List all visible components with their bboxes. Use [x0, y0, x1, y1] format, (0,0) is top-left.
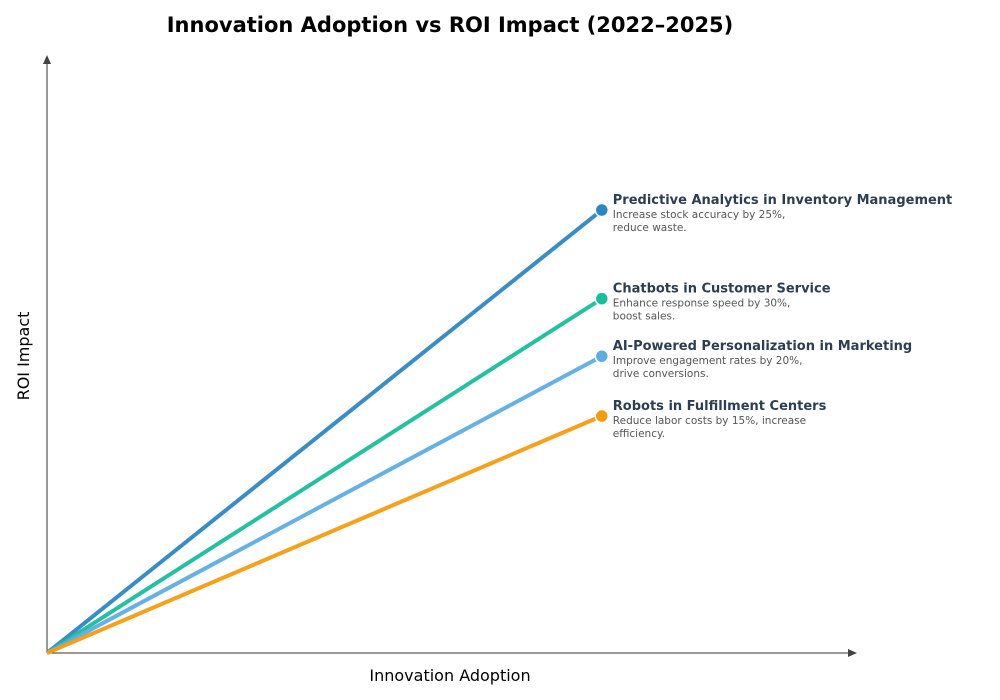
y-axis-arrow-icon	[43, 55, 51, 64]
series-description: Improve engagement rates by 20%,	[613, 355, 803, 367]
series-description: Increase stock accuracy by 25%,	[613, 209, 786, 221]
series-line	[45, 208, 604, 655]
series-description: drive conversions.	[613, 368, 709, 380]
series-line	[45, 296, 603, 655]
series-description: boost sales.	[613, 311, 676, 323]
series-endpoint	[594, 202, 610, 218]
x-axis-label: Innovation Adoption	[369, 666, 530, 685]
x-axis-arrow-icon	[848, 649, 857, 657]
series-label: Chatbots in Customer Service	[613, 282, 831, 297]
series-description: Enhance response speed by 30%,	[613, 298, 791, 310]
y-axis-label: ROI Impact	[14, 312, 33, 401]
chart-title: Innovation Adoption vs ROI Impact (2022–…	[167, 13, 734, 37]
series-endpoint	[594, 291, 610, 306]
series-description: efficiency.	[613, 428, 665, 440]
series-description: reduce waste.	[613, 222, 687, 234]
series-description: Reduce labor costs by 15%, increase	[613, 415, 806, 427]
series-line	[46, 354, 603, 655]
series-endpoint	[594, 348, 610, 364]
series-label: Robots in Fulfillment Centers	[613, 399, 827, 414]
series-line	[46, 414, 603, 655]
series-label: Predictive Analytics in Inventory Manage…	[613, 193, 953, 208]
series-endpoint	[594, 408, 610, 424]
series-label: AI-Powered Personalization in Marketing	[613, 339, 912, 354]
